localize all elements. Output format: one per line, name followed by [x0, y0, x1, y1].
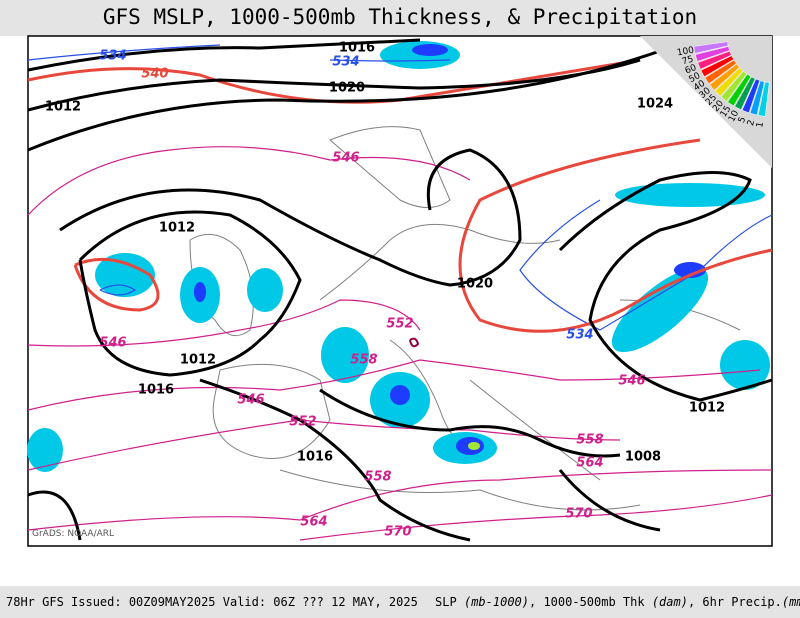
legend-swatch	[727, 73, 752, 107]
thickness-label: 546	[332, 151, 359, 166]
title-bar	[0, 0, 800, 36]
thickness-contour	[27, 146, 773, 541]
pressure-label: 1012	[45, 100, 81, 115]
issued: 78Hr GFS Issued: 00Z09MAY2025 Valid: 06Z…	[6, 595, 418, 609]
map: 1016 1020 1012 1024 1012 1020 1012 1016 …	[27, 35, 773, 547]
thickness-label: 552	[289, 415, 316, 430]
thk-unit: (dam)	[652, 595, 688, 609]
precip-area	[674, 262, 706, 278]
pressure-label: 1012	[159, 221, 195, 236]
thickness-label: 534	[332, 55, 359, 70]
legend-label: 50	[687, 71, 702, 85]
thickness-label: 540	[141, 67, 168, 82]
legend-swatch	[714, 67, 744, 97]
thickness-label: 564	[576, 456, 603, 471]
legend-swatch	[700, 55, 734, 77]
precip-area	[194, 282, 206, 302]
pressure-label: 1008	[625, 450, 661, 465]
precip-area	[412, 44, 448, 56]
legend-label: 1	[755, 121, 766, 128]
precip-area	[27, 428, 63, 472]
title: GFS MSLP, 1000-500mb Thickness, & Precip…	[103, 5, 697, 29]
legend-label: 75	[681, 55, 695, 68]
legend-label: 10	[727, 109, 741, 124]
footer: 78Hr GFS Issued: 00Z09MAY2025 Valid: 06Z…	[6, 595, 800, 609]
credit: GrADS: NOAA/ARL	[32, 529, 114, 539]
thickness-contour	[27, 44, 773, 331]
pressure-label: 1016	[297, 450, 333, 465]
coastline	[189, 126, 741, 511]
low-center	[409, 337, 420, 348]
thk: , 1000-500mb Thk	[529, 595, 645, 609]
precip-area	[321, 327, 369, 383]
precip-area	[611, 267, 709, 353]
legend-label: 60	[684, 63, 699, 77]
legend-swatch	[757, 81, 770, 117]
pressure-label: 1016	[339, 41, 375, 56]
thickness-label: 546	[618, 374, 645, 389]
legend-swatch	[720, 70, 748, 102]
legend-swatch	[704, 59, 737, 84]
precip: , 6hr Precip.	[688, 595, 782, 609]
thickness-label: 570	[384, 525, 411, 540]
legend-swatch	[741, 78, 761, 114]
slp: SLP	[435, 595, 457, 609]
thickness-label: 546	[99, 336, 126, 351]
pressure-label: 1020	[457, 277, 493, 292]
pressure-label: 1012	[689, 401, 725, 416]
slp-unit: (mb-1000)	[464, 595, 529, 609]
thickness-label: 558	[350, 353, 377, 368]
footer-bar	[0, 586, 800, 618]
precip-area	[720, 340, 770, 390]
thickness-label: 534	[99, 49, 126, 64]
legend-swatch	[695, 46, 730, 62]
thickness-label: 570	[565, 507, 592, 522]
precip-area	[468, 442, 480, 450]
pressure-label: 1012	[180, 353, 216, 368]
legend-swatch	[749, 80, 765, 116]
legend-swatch	[697, 50, 732, 70]
precip-area	[615, 183, 765, 207]
legend-swatch	[693, 41, 729, 54]
legend-label: 100	[676, 45, 695, 58]
legend-swatch	[709, 63, 740, 91]
map-frame	[27, 35, 773, 547]
precip-area	[390, 385, 410, 405]
pressure-label: 1020	[329, 81, 365, 96]
precip-area	[247, 268, 283, 312]
isobar	[27, 38, 773, 542]
thickness-label: 558	[364, 470, 391, 485]
pressure-label: 1016	[138, 383, 174, 398]
legend-swatch	[734, 76, 756, 110]
legend-label: 2	[746, 119, 757, 127]
thickness-label: 564	[300, 515, 327, 530]
legend-label: 5	[737, 116, 748, 125]
thickness-label: 552	[386, 317, 413, 332]
pressure-label: 1024	[637, 97, 673, 112]
thickness-label: 534	[566, 328, 593, 343]
precip-unit: (mm)	[782, 595, 800, 609]
thickness-label: 558	[576, 433, 603, 448]
thickness-label: 546	[237, 393, 264, 408]
